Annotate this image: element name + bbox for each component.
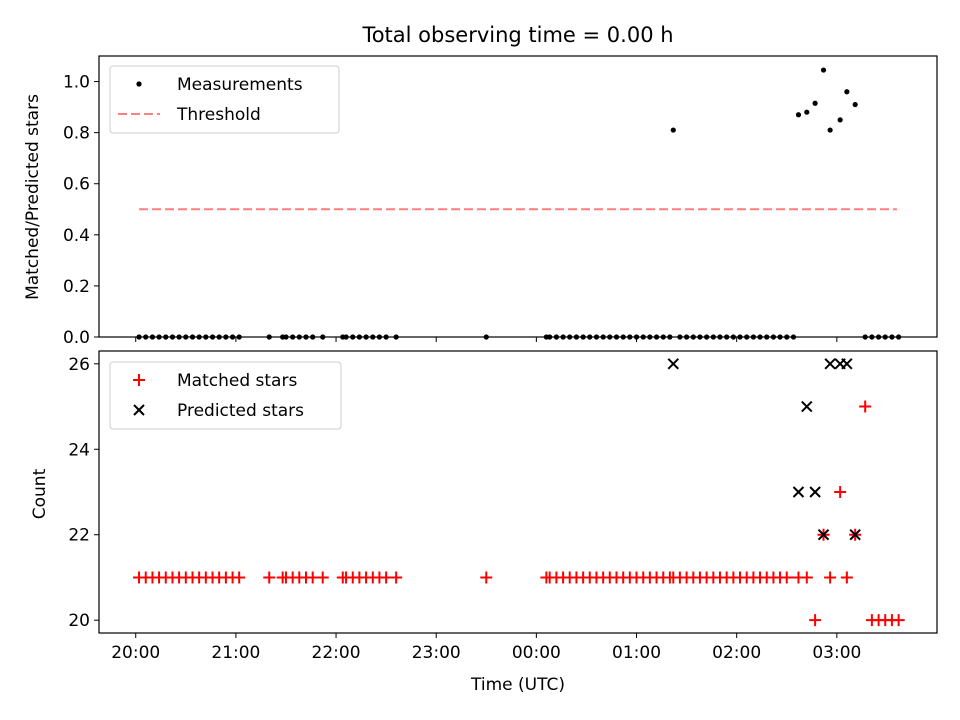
predicted-point (824, 358, 836, 370)
ratio-y-tick-label: 1.0 (63, 73, 90, 93)
count-y-axis-label: Count (30, 468, 50, 519)
count-y-tick-label: 26 (68, 355, 90, 375)
matched-point (824, 571, 837, 584)
measurement-point (804, 109, 810, 115)
count-plot-frame (98, 350, 938, 634)
measurement-point (837, 117, 843, 123)
count-x-tick-label: 23:00 (412, 643, 461, 663)
ratio-legend: Measurements Threshold (109, 65, 340, 134)
matched-point (233, 571, 246, 584)
count-x-axis-label: Time (UTC) (470, 675, 565, 695)
matched-point (390, 571, 403, 584)
ratio-y-tick-label: 0.4 (63, 226, 90, 246)
legend-matched-marker (133, 374, 145, 386)
count-y-tick-label: 20 (68, 611, 90, 631)
legend-threshold-label: Threshold (176, 105, 261, 125)
count-x-tick-label: 22:00 (312, 643, 361, 663)
matched-point (800, 571, 813, 584)
matched-point (780, 571, 793, 584)
count-y-tick-label: 24 (68, 440, 90, 460)
matched-point (834, 486, 847, 498)
legend-measurements-label: Measurements (177, 75, 303, 95)
count-x-tick-label: 01:00 (612, 643, 661, 663)
matched-point (306, 571, 319, 584)
count-legend: Matched stars Predicted stars (109, 361, 342, 430)
count-x-tick-label: 02:00 (712, 643, 761, 663)
matched-point (480, 571, 493, 584)
matched-point (316, 571, 329, 584)
ratio-panel: 0.0 0.2 0.4 0.6 0.8 1.0 Matched/Predicted sta… (23, 55, 938, 348)
count-x-tick-label: 20:00 (111, 643, 160, 663)
predicted-point (801, 400, 813, 413)
ratio-y-tick-label: 0.0 (63, 328, 90, 348)
predicted-point (792, 486, 805, 498)
measurement-point (812, 100, 818, 106)
legend-measurements-marker (136, 81, 142, 87)
legend-predicted-label: Predicted stars (177, 401, 304, 421)
predicted-point (667, 358, 679, 370)
predicted-point (849, 529, 861, 541)
matched-point (859, 400, 872, 413)
ratio-legend-box (109, 65, 340, 134)
predicted-point (809, 486, 821, 498)
legend-matched-label: Matched stars (177, 371, 297, 391)
measurement-point (795, 112, 802, 118)
matched-point (380, 571, 393, 584)
chart-title: Total observing time = 0.00 h (361, 23, 673, 47)
count-y-tick-label: 22 (68, 526, 90, 546)
matched-point (892, 614, 905, 627)
predicted-point (841, 358, 853, 370)
measurement-point (670, 127, 676, 133)
measurement-point (827, 127, 833, 133)
measurement-point (844, 89, 850, 95)
count-legend-box (109, 361, 342, 430)
measurement-point (820, 67, 827, 73)
count-x-tick-label: 00:00 (512, 643, 561, 663)
matched-point (809, 614, 822, 627)
matched-point (263, 571, 276, 584)
ratio-y-tick-label: 0.2 (63, 277, 90, 297)
count-panel: 20 22 24 26 20:00 21:00 22:00 23:00 00:00 01:00 0… (30, 350, 938, 695)
ratio-y-tick-label: 0.6 (63, 175, 90, 195)
matched-point (840, 571, 853, 584)
measurement-point (852, 101, 858, 108)
legend-predicted-marker (133, 404, 145, 416)
ratio-y-tick-label: 0.8 (63, 124, 90, 144)
ratio-y-axis-label: Matched/Predicted stars (23, 94, 43, 300)
count-x-tick-label: 21:00 (211, 643, 260, 663)
predicted-point (817, 529, 830, 541)
ratio-plot-frame (98, 55, 938, 338)
count-x-tick-label: 03:00 (812, 643, 861, 663)
